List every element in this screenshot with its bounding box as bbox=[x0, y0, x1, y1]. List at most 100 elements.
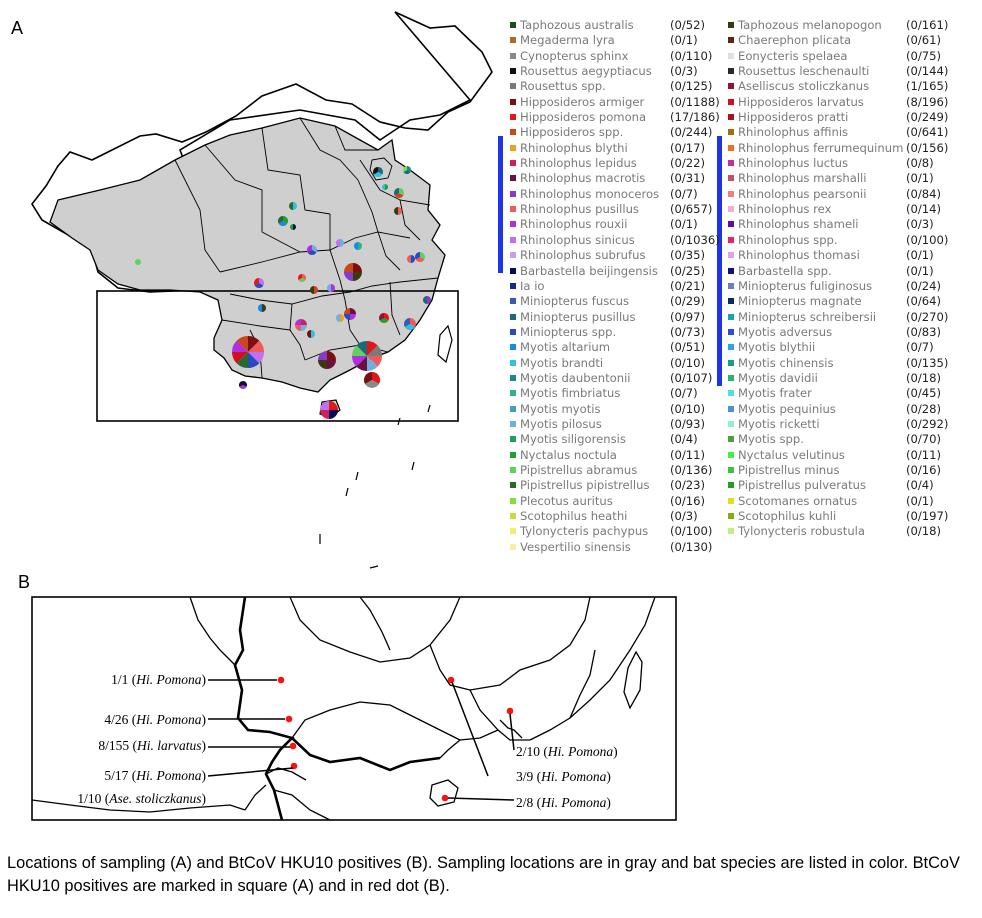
legend-item: Rhinolophus rex (0/14) bbox=[726, 202, 978, 217]
legend-species-name: Rhinolophus luctus bbox=[738, 156, 849, 171]
pie-slice bbox=[336, 239, 340, 247]
legend-swatch bbox=[728, 37, 734, 44]
panel-b-label: B bbox=[18, 572, 31, 592]
legend-species-name: Hipposideros pratti bbox=[738, 110, 849, 125]
legend-species-count: (0/1188) bbox=[670, 94, 720, 109]
legend-species-name: Barbastella beijingensis bbox=[520, 263, 658, 278]
legend-swatch bbox=[728, 282, 734, 289]
legend-species-name: Rhinolophus pusillus bbox=[520, 202, 639, 217]
legend-item: Plecotus auritus (0/16) bbox=[508, 494, 728, 509]
legend-species-count: (0/29) bbox=[670, 294, 706, 309]
pie-slice bbox=[243, 381, 247, 387]
legend-species-name: Taphozous melanopogon bbox=[738, 18, 882, 32]
taiwan-outline-b bbox=[623, 650, 643, 710]
pie-slice bbox=[427, 296, 431, 304]
sampling-site-pie bbox=[379, 313, 390, 324]
pie-slice bbox=[385, 184, 388, 190]
hku10-site-species: Hi. larvatus bbox=[136, 738, 202, 753]
legend-swatch bbox=[728, 405, 734, 412]
legend-species-count: (0/21) bbox=[670, 278, 706, 293]
legend-species-count: (0/7) bbox=[670, 386, 698, 401]
legend-species-name: Aselliscus stoliczkanus bbox=[738, 79, 870, 94]
legend-swatch bbox=[510, 466, 516, 473]
legend-swatch bbox=[728, 482, 734, 489]
legend-swatch bbox=[510, 390, 516, 397]
legend-swatch bbox=[510, 528, 516, 535]
legend-species-count: (0/14) bbox=[906, 202, 942, 217]
legend-swatch bbox=[510, 344, 516, 351]
pie-slice bbox=[293, 224, 296, 230]
legend-swatch bbox=[728, 420, 734, 427]
label-leader-line bbox=[451, 681, 489, 777]
legend-item: Myotis spp. (0/70) bbox=[726, 432, 978, 447]
legend-swatch bbox=[728, 144, 734, 151]
legend-species-name: Tylonycteris pachypus bbox=[520, 524, 649, 539]
legend-species-name: Pipistrellus pipistrellus bbox=[520, 478, 650, 493]
legend-item: Miniopterus magnate (0/64) bbox=[726, 294, 978, 309]
pie-slice bbox=[248, 340, 264, 352]
legend-species-count: (0/135) bbox=[906, 355, 949, 370]
legend-species-name: Myotis daubentonii bbox=[520, 370, 631, 385]
sampling-site-pie bbox=[336, 239, 344, 247]
legend-item: Hipposideros armiger (0/1188) bbox=[508, 95, 728, 110]
legend-species-name: Myotis blythii bbox=[738, 340, 816, 355]
legend-species-name: Pipistrellus pulveratus bbox=[738, 478, 867, 493]
legend-item: Rhinolophus rouxii (0/1) bbox=[508, 217, 728, 232]
legend-item: Hipposideros spp. (0/244) bbox=[508, 125, 728, 140]
legend-item: Nyctalus velutinus (0/11) bbox=[726, 448, 978, 463]
legend-species-name: Myotis spp. bbox=[738, 432, 804, 447]
pie-slice bbox=[340, 314, 344, 322]
legend-item: Myotis adversus (0/83) bbox=[726, 325, 978, 340]
sampling-site-pie bbox=[407, 255, 415, 263]
pie-slice bbox=[248, 352, 264, 364]
sampling-site-pie bbox=[298, 274, 306, 283]
legend-species-name: Rousettus aegyptiacus bbox=[520, 64, 652, 79]
legend-item: Myotis altarium (0/51) bbox=[508, 340, 728, 355]
legend-species-count: (0/16) bbox=[906, 462, 942, 477]
hku10-positives-map: 1/1 (Hi. Pomona)4/26 (Hi. Pomona)8/155 (… bbox=[31, 596, 677, 821]
legend-swatch bbox=[728, 129, 734, 136]
legend-item: Hipposideros pratti (0/249) bbox=[726, 110, 978, 125]
legend-species-count: (0/1) bbox=[906, 263, 934, 278]
legend-swatch bbox=[728, 22, 734, 28]
hku10-positive-dot bbox=[289, 742, 297, 750]
pie-slice bbox=[311, 330, 315, 338]
legend-item: Pipistrellus pulveratus (0/4) bbox=[726, 478, 978, 493]
legend-item: Rhinolophus subrufus (0/35) bbox=[508, 248, 728, 263]
hku10-site-label: 4/26 (Hi. Pomona) bbox=[104, 712, 206, 727]
legend-swatch bbox=[728, 528, 734, 535]
sampling-site-pie bbox=[372, 167, 383, 178]
legend-item: Rhinolophus pusillus (0/657) bbox=[508, 202, 728, 217]
pie-slice bbox=[353, 272, 362, 281]
hku10-positive-dot bbox=[447, 676, 455, 684]
china-sampling-map bbox=[31, 11, 493, 569]
pie-slice bbox=[382, 184, 385, 190]
legend-item: Myotis myotis (0/10) bbox=[508, 402, 728, 417]
legend-species-count: (0/4) bbox=[906, 478, 934, 493]
legend-species-count: (0/1) bbox=[906, 248, 934, 263]
legend-species-count: (0/70) bbox=[906, 432, 942, 447]
pie-slice bbox=[367, 345, 382, 356]
pie-slice bbox=[378, 167, 383, 175]
legend-swatch bbox=[728, 206, 734, 213]
hku10-site-count: 2/8 ( bbox=[516, 795, 542, 810]
legend-species-name: Pipistrellus minus bbox=[738, 462, 840, 477]
legend-species-name: Scotophilus kuhli bbox=[738, 509, 837, 523]
legend-swatch bbox=[728, 83, 734, 90]
sampling-site-pie bbox=[352, 341, 382, 371]
legend-item: Chaerephon plicata (0/61) bbox=[726, 33, 978, 48]
legend-swatch bbox=[510, 513, 516, 519]
legend-species-count: (0/641) bbox=[906, 125, 949, 140]
hku10-site-count: 4/26 ( bbox=[104, 712, 136, 727]
legend-item: Rhinolophus blythi (0/17) bbox=[508, 141, 728, 156]
legend-species-name: Myotis brandti bbox=[520, 355, 604, 370]
legend-species-count: (0/3) bbox=[906, 217, 934, 232]
hku10-site-label: 2/10 (Hi. Pomona) bbox=[516, 744, 618, 759]
hku10-site-count: 3/9 ( bbox=[516, 769, 542, 784]
legend-species-count: (0/10) bbox=[670, 401, 706, 416]
legend-species-name: Hipposideros armiger bbox=[520, 94, 645, 109]
pie-slice bbox=[410, 318, 417, 327]
legend-species-count: (0/18) bbox=[906, 524, 942, 539]
legend-item: Nyctalus noctula (0/11) bbox=[508, 448, 728, 463]
sampling-site-pie bbox=[414, 252, 425, 263]
